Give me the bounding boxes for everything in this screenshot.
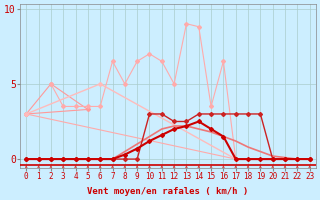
X-axis label: Vent moyen/en rafales ( km/h ): Vent moyen/en rafales ( km/h ) [87,187,249,196]
